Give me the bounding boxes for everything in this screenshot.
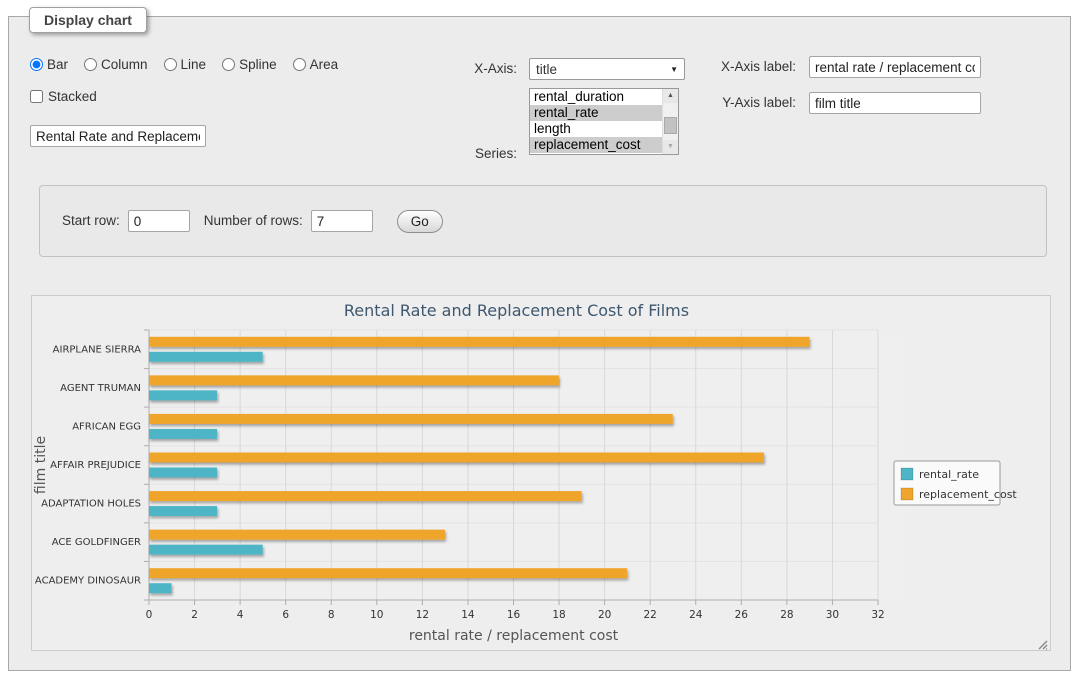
plot-area (149, 330, 910, 600)
x-tick-label: 8 (328, 609, 335, 621)
chart-type-radio-text: Column (101, 57, 148, 72)
x-tick-label: 0 (146, 609, 153, 621)
x-tick-label: 26 (735, 609, 749, 621)
row-controls-panel: Start row: Number of rows: Go (39, 185, 1047, 257)
chart-title-input[interactable] (30, 125, 206, 147)
x-tick-label: 22 (644, 609, 657, 621)
chart-type-radio-text: Bar (47, 57, 69, 72)
series-listbox-scrollbar[interactable]: ▲ ▼ (662, 89, 678, 154)
x-tick-label: 2 (191, 609, 198, 621)
category-label: ADAPTATION HOLES (41, 499, 141, 510)
chart-type-radio-bar[interactable]: Bar (30, 57, 68, 72)
x-axis-select-value: title (536, 61, 558, 77)
chart-type-radio-line[interactable]: Line (163, 57, 207, 72)
legend-label-replacement_cost: replacement_cost (919, 488, 1017, 501)
chart-type-radio-text: Spline (239, 57, 277, 72)
chevron-down-icon: ▼ (670, 64, 678, 74)
series-option-rental_duration[interactable]: rental_duration (534, 89, 625, 104)
chart-type-radio-spline[interactable]: Spline (222, 57, 277, 72)
rental_rate-bar[interactable] (149, 351, 263, 362)
chart-title: Rental Rate and Replacement Cost of Film… (344, 301, 689, 320)
x-tick-label: 30 (826, 609, 839, 621)
start-row-input[interactable] (127, 210, 190, 232)
x-axis-label-input[interactable] (809, 56, 981, 78)
legend-swatch-replacement_cost[interactable] (900, 487, 914, 501)
scrollbar-track[interactable] (663, 103, 678, 140)
x-axis-title: rental rate / replacement cost (409, 628, 619, 644)
x-axis-label-label: X-Axis label: (720, 59, 796, 74)
rental_rate-bar[interactable] (149, 467, 218, 478)
scrollbar-thumb[interactable] (664, 117, 677, 134)
x-tick-label: 14 (461, 609, 475, 621)
chart-type-radio-column[interactable]: Column (84, 57, 148, 72)
replacement_cost-bar[interactable] (149, 452, 764, 463)
chart-type-radio-input-area[interactable] (292, 58, 306, 71)
rental_rate-bar[interactable] (149, 428, 218, 439)
x-tick-label: 16 (507, 609, 521, 621)
display-chart-fieldset: Display chart Bar Column Line Spline Area St… (8, 7, 1071, 671)
y-axis-label-label: Y-Axis label: (722, 95, 796, 110)
stacked-checkbox[interactable] (30, 90, 43, 103)
category-label: AFFAIR PREJUDICE (50, 460, 141, 471)
chart-container: 0 2 4 6 8 10 12 14 16 18 20 22 24 26 28 30 32 AIRPLANE SI… (31, 295, 1051, 651)
chart-type-radio-text: Area (309, 57, 339, 72)
chart-type-radio-text: Line (180, 57, 207, 72)
series-listbox-label: Series: (474, 146, 517, 161)
rental_rate-bar[interactable] (149, 583, 172, 594)
chart-type-radio-input-column[interactable] (84, 58, 98, 71)
x-axis-select[interactable]: title ▼ (529, 58, 685, 80)
replacement_cost-bar[interactable] (149, 529, 445, 540)
x-tick-label: 6 (282, 609, 289, 621)
x-tick-label: 32 (871, 609, 884, 621)
fieldset-legend: Display chart (29, 7, 147, 33)
resize-handle-icon[interactable] (1037, 637, 1048, 650)
chart-type-radio-input-bar[interactable] (30, 58, 43, 71)
x-tick-label: 24 (689, 609, 703, 621)
scroll-up-icon[interactable]: ▲ (663, 89, 678, 103)
x-tick-label: 18 (552, 609, 565, 621)
replacement_cost-bar[interactable] (149, 336, 810, 347)
num-rows-label: Number of rows: (203, 213, 303, 228)
chart-legend (893, 460, 1001, 506)
category-label: ACADEMY DINOSAUR (35, 576, 141, 587)
legend-label-rental_rate: rental_rate (919, 468, 979, 481)
rental_rate-bar[interactable] (149, 544, 263, 555)
x-tick-label: 28 (780, 609, 793, 621)
y-axis-title: film title (33, 436, 49, 494)
replacement_cost-bar[interactable] (149, 568, 628, 579)
series-option-rental_rate[interactable]: rental_rate (530, 105, 662, 121)
x-tick-label: 20 (598, 609, 611, 621)
series-option-replacement_cost[interactable]: replacement_cost (530, 137, 662, 153)
chart-type-radio-input-spline[interactable] (222, 58, 236, 71)
category-label: AIRPLANE SIERRA (53, 344, 141, 355)
replacement_cost-bar[interactable] (149, 375, 559, 386)
go-button[interactable]: Go (396, 209, 443, 233)
chart-type-radio-area[interactable]: Area (292, 57, 339, 72)
x-tick-label: 4 (237, 609, 244, 621)
chart-type-radio-input-line[interactable] (163, 58, 177, 71)
replacement_cost-bar[interactable] (149, 491, 582, 502)
rental_rate-bar[interactable] (149, 506, 218, 517)
replacement_cost-bar[interactable] (149, 413, 673, 424)
num-rows-input[interactable] (310, 210, 373, 232)
x-tick-label: 12 (416, 609, 429, 621)
category-label: AGENT TRUMAN (60, 383, 141, 394)
category-label: AFRICAN EGG (72, 421, 141, 432)
series-option-length[interactable]: length (534, 121, 571, 136)
category-label: ACE GOLDFINGER (52, 537, 141, 548)
chart-type-radio-group: Bar Column Line Spline Area (30, 57, 350, 72)
stacked-label: Stacked (48, 89, 97, 104)
start-row-label: Start row: (62, 213, 120, 228)
series-listbox[interactable]: rental_duration rental_rate length replacem… (529, 88, 679, 155)
legend-swatch-rental_rate[interactable] (900, 467, 914, 481)
y-axis-label-input[interactable] (809, 92, 981, 114)
x-axis-select-label: X-Axis: (474, 61, 517, 76)
scroll-down-icon[interactable]: ▼ (663, 140, 678, 154)
x-tick-label: 10 (370, 609, 383, 621)
rental_rate-bar[interactable] (149, 390, 218, 401)
